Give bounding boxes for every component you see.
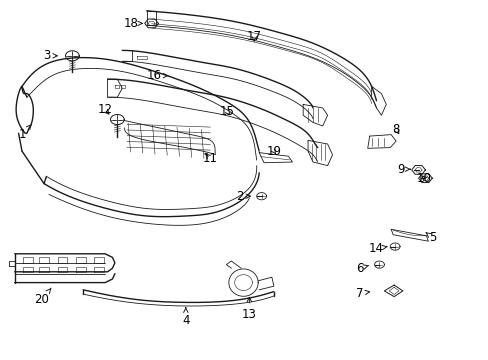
Text: 11: 11 (203, 152, 217, 165)
Text: 17: 17 (246, 30, 261, 42)
Text: 1: 1 (18, 125, 31, 141)
Text: 8: 8 (391, 123, 399, 136)
Text: 4: 4 (182, 308, 189, 327)
Text: 9: 9 (396, 163, 409, 176)
Text: 3: 3 (42, 49, 57, 62)
Text: 5: 5 (425, 231, 436, 244)
Text: 18: 18 (123, 17, 142, 30)
Text: 2: 2 (235, 190, 250, 203)
Text: 15: 15 (220, 105, 234, 118)
Text: 7: 7 (355, 287, 369, 300)
Text: 16: 16 (146, 69, 167, 82)
Text: 13: 13 (242, 297, 256, 321)
Text: 6: 6 (355, 262, 368, 275)
Text: 14: 14 (368, 242, 386, 255)
Text: 12: 12 (98, 103, 112, 116)
Text: 20: 20 (34, 288, 51, 306)
Text: 10: 10 (416, 172, 431, 185)
Text: 19: 19 (266, 145, 281, 158)
